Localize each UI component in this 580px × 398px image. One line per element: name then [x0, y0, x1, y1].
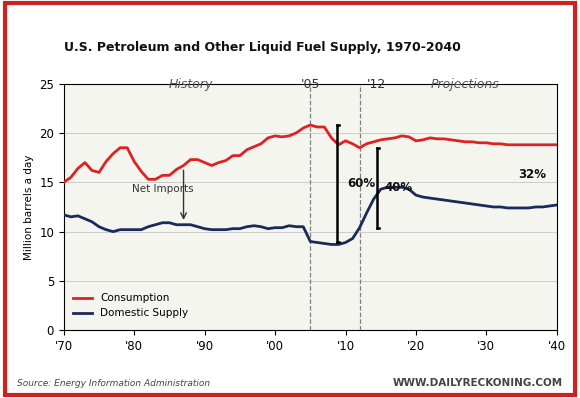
Text: Projections: Projections — [431, 78, 499, 92]
Text: History: History — [168, 78, 213, 92]
Text: WWW.DAILYRECKONING.COM: WWW.DAILYRECKONING.COM — [393, 378, 563, 388]
Text: 32%: 32% — [519, 168, 546, 181]
Text: Net Imports: Net Imports — [132, 184, 193, 194]
Text: '12: '12 — [367, 78, 386, 92]
Text: 60%: 60% — [347, 177, 375, 190]
Text: Energy: The Big Picture: Energy: The Big Picture — [17, 16, 295, 36]
Text: U.S. Petroleum and Other Liquid Fuel Supply, 1970-2040: U.S. Petroleum and Other Liquid Fuel Sup… — [64, 41, 461, 54]
Text: '05: '05 — [300, 78, 320, 92]
Text: Source: Energy Information Administration: Source: Energy Information Administratio… — [17, 379, 211, 388]
Text: 40%: 40% — [384, 181, 412, 194]
Y-axis label: Million barrels a day: Million barrels a day — [24, 154, 34, 259]
Legend: Consumption, Domestic Supply: Consumption, Domestic Supply — [69, 289, 193, 323]
